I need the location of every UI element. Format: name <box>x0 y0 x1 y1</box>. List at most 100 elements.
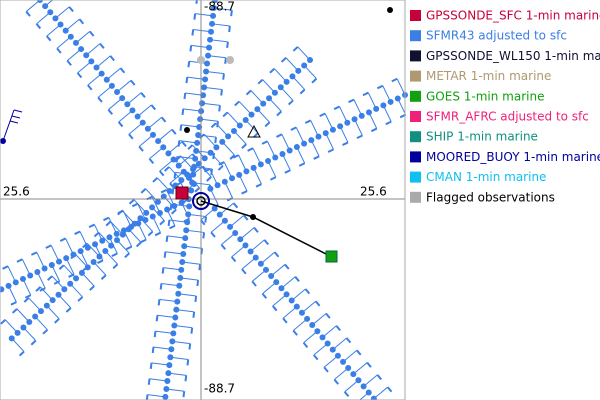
observation-point <box>266 95 273 102</box>
observation-point <box>175 290 182 297</box>
wind-barb <box>68 273 75 278</box>
wind-barb <box>172 340 191 345</box>
wind-barb <box>46 305 60 320</box>
wind-barb <box>298 162 306 167</box>
wind-barb <box>188 343 192 350</box>
wind-barb <box>150 104 157 111</box>
wind-barb <box>175 155 182 161</box>
wind-barb <box>181 108 185 115</box>
wind-barb <box>166 209 176 226</box>
wind-barb <box>155 315 159 322</box>
observation-point <box>20 324 27 331</box>
observation-point <box>37 308 44 315</box>
wind-barb <box>187 144 194 150</box>
observation-point <box>236 171 243 178</box>
observation-point <box>168 346 175 353</box>
observation-point <box>120 227 127 234</box>
legend-label: GPSSONDE_WL150 1-min marine <box>426 49 600 63</box>
observation-point <box>242 117 249 124</box>
map-frame <box>0 0 406 400</box>
wind-barb <box>210 220 226 233</box>
observation-point <box>55 291 62 298</box>
observation-point <box>57 21 64 28</box>
wind-barb <box>203 168 211 173</box>
wind-barb <box>157 299 161 306</box>
observation-point <box>129 107 136 114</box>
observation-point <box>149 213 156 220</box>
observation-point <box>165 150 172 157</box>
wind-barb <box>171 208 177 215</box>
observation-point <box>186 203 193 210</box>
wind-barb <box>103 216 110 222</box>
wind-barb <box>370 127 378 133</box>
wind-barb <box>272 294 287 307</box>
wind-barb <box>332 337 347 350</box>
wind-barb <box>4 319 18 334</box>
observation-point <box>171 322 178 329</box>
wind-barb <box>180 277 199 281</box>
observation-point <box>213 144 220 151</box>
wind-barb <box>167 235 186 239</box>
wind-barb <box>292 46 299 52</box>
wind-barb <box>87 84 93 91</box>
wind-barb <box>163 267 182 271</box>
wind-barb <box>325 132 334 150</box>
legend-swatch <box>410 131 421 143</box>
wind-barb <box>209 188 219 206</box>
observation-point <box>177 274 184 281</box>
observation-point <box>295 67 302 74</box>
observation-point <box>37 0 43 3</box>
wind-barb <box>280 57 287 63</box>
wind-barb <box>153 331 157 338</box>
observation-point <box>257 161 264 168</box>
wind-barb <box>356 349 362 356</box>
sonde-marker <box>175 186 189 200</box>
wind-barb <box>226 41 229 49</box>
observation-point <box>205 52 212 59</box>
observation-point <box>319 334 326 341</box>
observation-point <box>329 126 336 133</box>
observation-point <box>345 364 352 371</box>
wind-barb <box>149 362 153 370</box>
wind-barb <box>232 154 240 159</box>
observation-point <box>301 140 308 147</box>
observation-point <box>78 269 85 276</box>
observation-point <box>142 216 149 223</box>
observation-point <box>278 285 285 292</box>
observation-point <box>199 100 206 107</box>
observation-point <box>162 393 169 400</box>
observation-point <box>0 286 5 293</box>
wind-barb <box>273 251 280 258</box>
station <box>184 127 190 133</box>
wind-barb <box>165 235 169 242</box>
observation-point <box>70 251 77 258</box>
wind-barb <box>313 343 328 356</box>
wind-barb <box>252 147 262 165</box>
wind-barb <box>217 165 224 171</box>
wind-barb <box>81 272 95 287</box>
observation-point <box>143 209 150 216</box>
wind-barb <box>97 259 104 264</box>
observation-point <box>103 76 110 83</box>
wind-barb <box>202 232 206 239</box>
wind-barb <box>175 181 182 187</box>
wind-barb <box>299 88 306 95</box>
observation-point <box>257 260 264 267</box>
observation-point <box>309 322 316 329</box>
wind-barb <box>284 263 290 270</box>
wind-barb <box>303 65 317 79</box>
wind-barb <box>385 120 392 126</box>
observation-point <box>191 180 198 187</box>
observation-point <box>307 57 313 63</box>
observation-point <box>5 282 12 289</box>
wind-barb <box>147 230 154 237</box>
observation-point <box>26 319 33 326</box>
wind-barb <box>353 362 368 375</box>
wind-barb <box>191 44 210 49</box>
wind-barb <box>391 77 398 83</box>
observation-point <box>324 340 331 347</box>
observation-point <box>176 282 183 289</box>
wind-barb <box>311 77 318 84</box>
observation-point <box>188 187 195 194</box>
